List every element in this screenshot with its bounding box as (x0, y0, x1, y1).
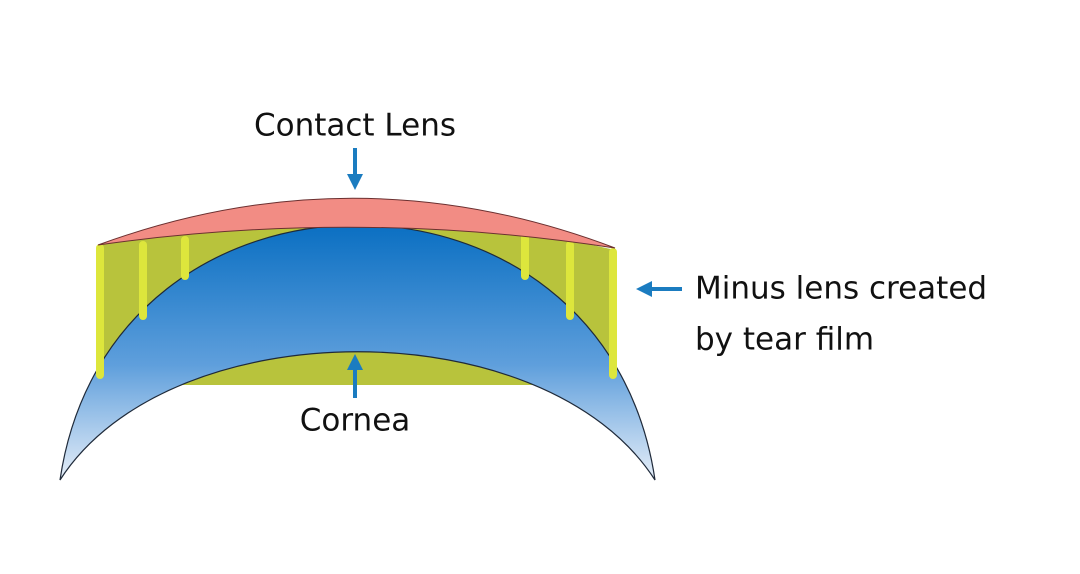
contact-lens (97, 197, 616, 249)
minus-lens-label: Minus lens created (695, 271, 987, 307)
tear-film-lines (96, 233, 617, 379)
cornea-label: Cornea (300, 403, 411, 439)
arrows (347, 148, 682, 398)
contact-lens-label: Contact Lens (254, 108, 456, 144)
minus-lens-label: by tear film (695, 322, 874, 358)
cornea (59, 224, 656, 481)
